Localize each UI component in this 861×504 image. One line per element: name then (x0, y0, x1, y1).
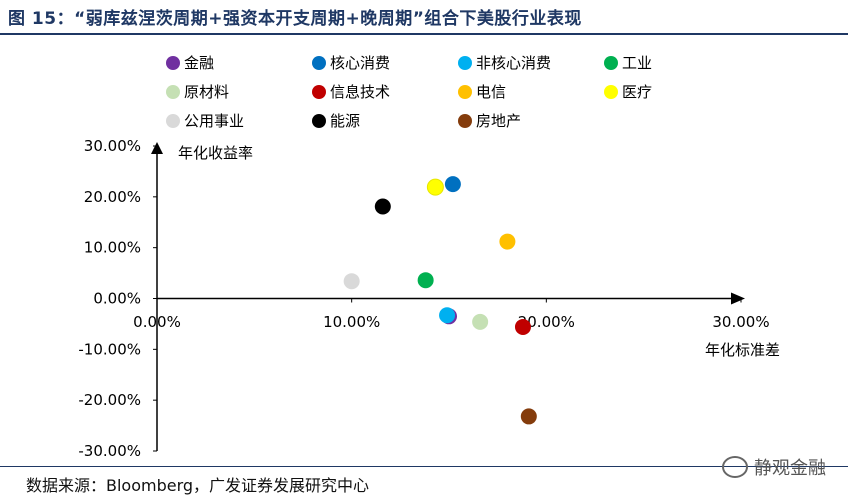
legend-item: 金融 (166, 52, 214, 73)
y-tick-label: -30.00% (78, 442, 141, 460)
legend-label: 公用事业 (184, 112, 245, 130)
legend-marker (458, 55, 472, 70)
legend-label: 工业 (622, 54, 653, 72)
legend-item: 信息技术 (312, 81, 390, 102)
figure-title: 图 15：“弱库兹涅茨周期+强资本开支周期+晚周期”组合下美股行业表现 (8, 9, 582, 29)
data-point-公用事业 (343, 273, 360, 290)
legend-label: 房地产 (476, 112, 522, 130)
legend-label: 核心消费 (330, 54, 391, 72)
legend-marker (458, 113, 472, 128)
legend-marker (604, 84, 618, 99)
legend-marker (166, 55, 180, 70)
x-tick-label: 0.00% (133, 313, 181, 331)
legend-marker (312, 113, 326, 128)
legend-label: 医疗 (622, 83, 653, 101)
chat-bubble-icon (722, 456, 748, 478)
data-point-非核心消费 (439, 307, 456, 324)
legend-marker (166, 113, 180, 128)
y-tick-label: 30.00% (84, 137, 141, 155)
data-point-能源 (374, 198, 391, 215)
watermark: 静观金融 (722, 454, 826, 480)
legend-item: 工业 (604, 52, 652, 73)
legend-item: 公用事业 (166, 110, 244, 131)
legend-label: 电信 (476, 83, 507, 101)
legend-item: 电信 (458, 81, 506, 102)
x-axis-arrow (731, 292, 745, 305)
legend-item: 非核心消费 (458, 52, 551, 73)
legend-item: 核心消费 (312, 52, 390, 73)
x-tick-label: 30.00% (712, 313, 769, 331)
data-point-工业 (417, 272, 434, 289)
y-axis-title: 年化收益率 (178, 144, 253, 162)
data-point-信息技术 (514, 318, 531, 335)
y-tick-label: -20.00% (78, 391, 141, 409)
legend-item: 原材料 (166, 81, 229, 102)
legend-label: 原材料 (184, 83, 230, 101)
source-note: 数据来源：Bloomberg，广发证券发展研究中心 (26, 476, 370, 495)
data-point-房地产 (520, 408, 537, 425)
legend-item: 医疗 (604, 81, 652, 102)
watermark-text: 静观金融 (754, 458, 826, 479)
y-axis-arrow (151, 142, 163, 154)
legend-item: 房地产 (458, 110, 521, 131)
data-point-核心消费 (444, 176, 461, 193)
data-point-医疗 (426, 178, 444, 196)
legend-marker (166, 84, 180, 99)
y-tick-label: -10.00% (78, 340, 141, 358)
data-point-原材料 (472, 313, 489, 330)
legend-label: 非核心消费 (476, 54, 552, 72)
legend-marker (312, 55, 326, 70)
x-axis-title: 年化标准差 (705, 341, 780, 359)
y-tick-label: 0.00% (93, 290, 141, 308)
legend-marker (458, 84, 472, 99)
legend-label: 能源 (330, 112, 361, 130)
legend-marker (312, 84, 326, 99)
x-tick-label: 10.00% (323, 313, 380, 331)
x-tick-label: 20.00% (518, 313, 575, 331)
legend-item: 能源 (312, 110, 360, 131)
data-point-电信 (499, 233, 516, 250)
legend-marker (604, 55, 618, 70)
y-tick-label: 20.00% (84, 188, 141, 206)
footer-divider (0, 466, 848, 467)
legend-label: 金融 (184, 54, 215, 72)
y-tick-label: 10.00% (84, 239, 141, 257)
legend-label: 信息技术 (330, 83, 391, 101)
title-divider (0, 33, 848, 35)
